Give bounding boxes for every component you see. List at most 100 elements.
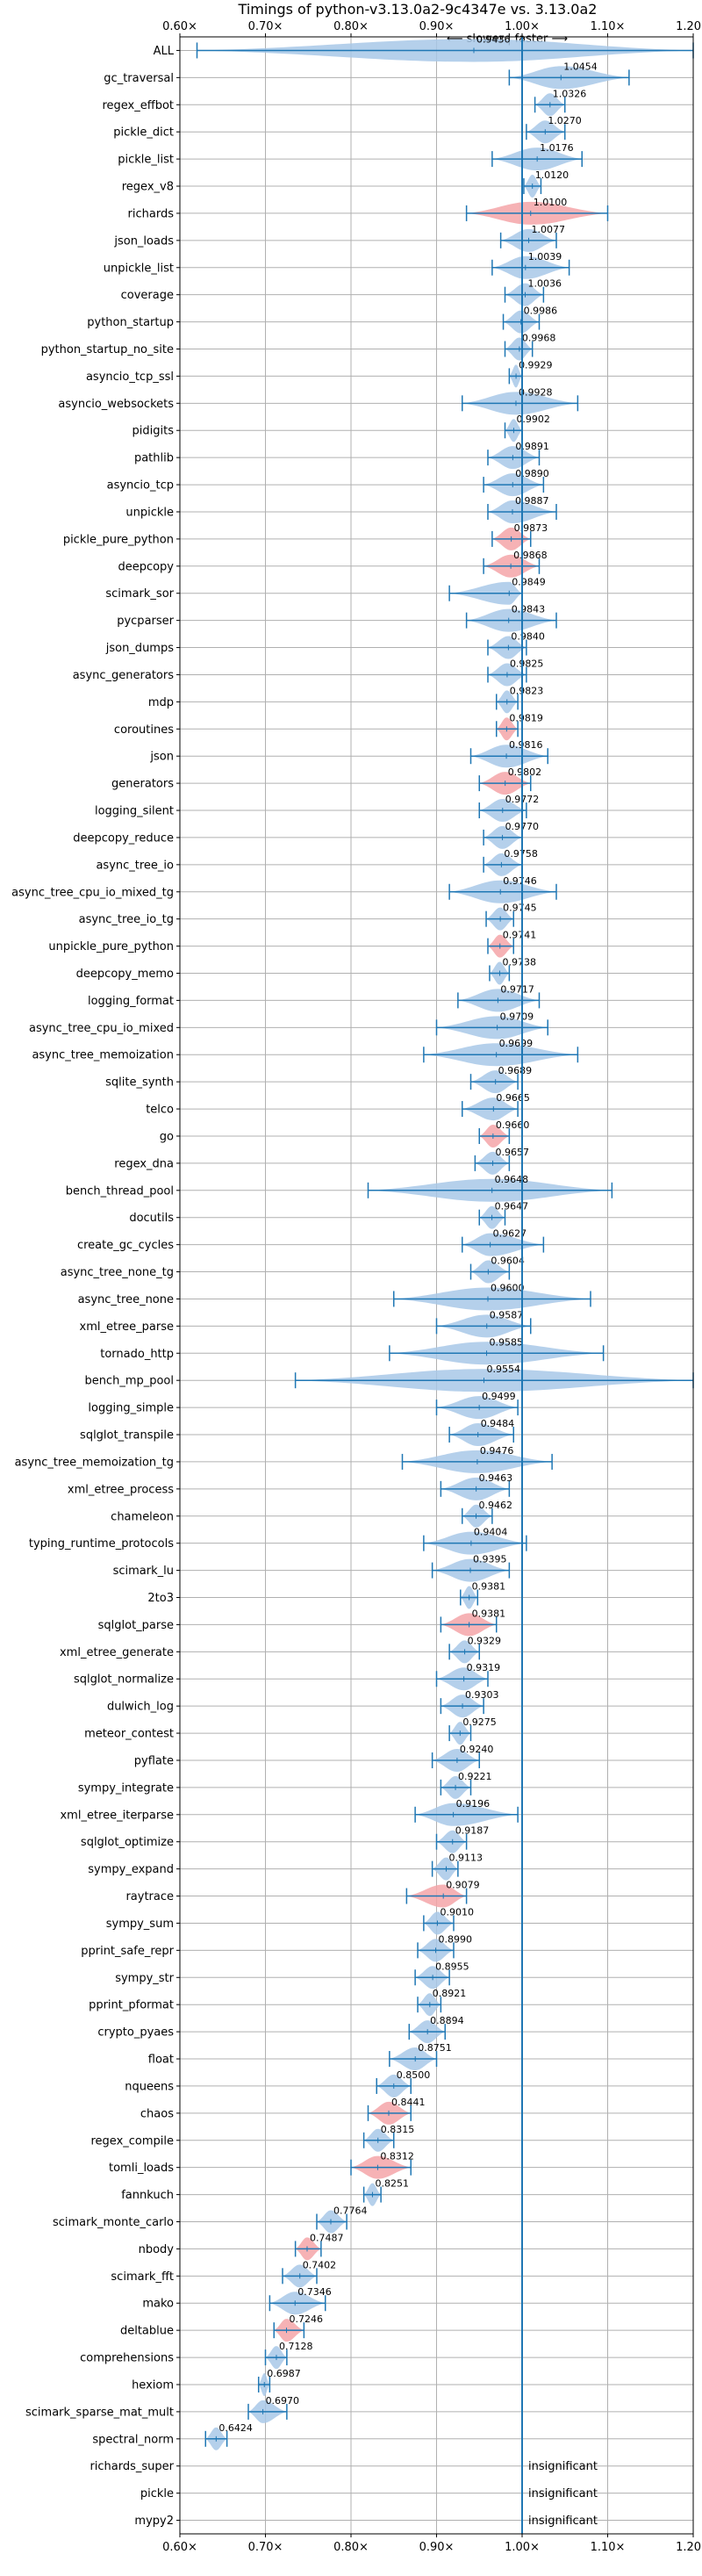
x-tick-label-top: 0.80× <box>333 20 369 33</box>
category-label: sqlglot_parse <box>98 1619 174 1632</box>
mean-value-label: 0.9823 <box>510 685 544 696</box>
mean-value-label: 1.0039 <box>528 251 562 263</box>
mean-value-label: 0.9319 <box>467 1662 501 1673</box>
category-label: bench_mp_pool <box>84 1375 174 1388</box>
category-label: float <box>148 2054 174 2067</box>
mean-value-label: 1.0120 <box>535 169 569 181</box>
mean-value-label: 0.9660 <box>496 1119 530 1131</box>
mean-value-label: 0.9891 <box>515 441 549 452</box>
category-label: spectral_norm <box>92 2433 174 2446</box>
x-tick-label-bottom: 0.60× <box>162 2541 197 2554</box>
mean-value-label: 0.9819 <box>509 712 543 723</box>
mean-value-label: 0.9849 <box>512 577 546 588</box>
mean-value-label: 0.6970 <box>266 2395 300 2407</box>
category-label: scimark_monte_carlo <box>53 2216 174 2229</box>
mean-value-label: 0.9758 <box>504 848 538 860</box>
category-label: xml_etree_parse <box>80 1320 174 1334</box>
category-label: create_gc_cycles <box>77 1239 174 1252</box>
grid <box>179 37 694 2534</box>
category-label: mdp <box>148 696 174 709</box>
category-label: regex_compile <box>90 2134 174 2148</box>
category-label: async_tree_none <box>78 1293 174 1306</box>
category-label: pickle_dict <box>113 126 174 140</box>
mean-value-label: 0.9240 <box>460 1744 494 1755</box>
mean-value-label: 0.9665 <box>496 1092 530 1104</box>
category-label: docutils <box>129 1212 174 1225</box>
x-tick-label-top: 0.90× <box>419 20 455 33</box>
x-tick-label-bottom: 1.20× <box>676 2541 702 2554</box>
mean-value-label: 0.9079 <box>446 1880 480 1891</box>
category-label: pprint_pformat <box>89 1999 174 2012</box>
mean-value-label: 1.0326 <box>553 88 587 99</box>
mean-value-label: 0.9329 <box>468 1635 502 1646</box>
category-label: logging_simple <box>88 1402 174 1415</box>
category-label: python_startup <box>87 316 174 329</box>
mean-value-label: 0.9840 <box>511 631 545 643</box>
mean-value-label: 0.9802 <box>508 766 542 778</box>
mean-value-label: 0.9928 <box>519 386 553 398</box>
mean-value-label: 0.9554 <box>487 1364 521 1375</box>
category-label: unpickle_list <box>104 262 174 275</box>
mean-value-label: 0.7246 <box>289 2313 323 2325</box>
category-label: mypy2 <box>134 2515 174 2528</box>
mean-value-label: 0.8441 <box>391 2097 426 2108</box>
mean-value-label: 0.9902 <box>516 414 550 425</box>
mean-value-label: 0.9585 <box>490 1336 524 1348</box>
mean-value-label: 0.9499 <box>482 1391 516 1402</box>
category-label: sympy_str <box>115 1972 174 1985</box>
category-label: tomli_loads <box>109 2162 174 2175</box>
mean-value-label: 0.9303 <box>465 1689 499 1701</box>
mean-value-label: 0.7128 <box>279 2341 313 2352</box>
category-label: sympy_expand <box>88 1863 174 1876</box>
category-label: unpickle <box>125 506 174 519</box>
category-label: async_tree_cpu_io_mixed_tg <box>11 886 174 899</box>
mean-value-label: 0.9476 <box>480 1445 514 1457</box>
category-label: hexiom <box>132 2378 174 2392</box>
category-label: sqlglot_optimize <box>81 1836 174 1849</box>
x-tick-label-bottom: 0.70× <box>248 2541 283 2554</box>
category-label: logging_silent <box>95 805 174 818</box>
x-tick-label-bottom: 1.00× <box>505 2541 540 2554</box>
mean-value-label: 1.0077 <box>532 224 566 235</box>
mean-value-label: 1.0176 <box>540 142 574 154</box>
category-label: fannkuch <box>121 2189 174 2202</box>
mean-value-label: 0.9873 <box>514 522 548 534</box>
mean-value-label: 0.8500 <box>397 2069 431 2081</box>
category-label: xml_etree_generate <box>60 1646 174 1659</box>
mean-value-label: 0.7346 <box>297 2286 332 2298</box>
mean-value-label: 0.9627 <box>493 1228 527 1240</box>
category-label: scimark_fft <box>111 2270 174 2284</box>
mean-value-label: 1.0454 <box>563 61 598 72</box>
category-label: asyncio_tcp_ssl <box>86 371 174 384</box>
mean-value-label: 0.8921 <box>433 1988 467 1999</box>
category-label: crypto_pyaes <box>97 2026 174 2040</box>
x-tick-label-bottom: 0.80× <box>333 2541 369 2554</box>
category-label: deepcopy_memo <box>76 968 174 981</box>
mean-value-label: 0.9647 <box>495 1201 529 1212</box>
category-label: chaos <box>140 2107 174 2120</box>
x-tick-label-top: 1.20× <box>676 20 702 33</box>
mean-value-label: 0.9196 <box>456 1798 491 1810</box>
axis-ticks: 0.60× 0.60× 0.70× 0.70× 0.80× 0.80× 0.90× 0.90×… <box>162 20 702 2554</box>
category-label: pyflate <box>134 1754 174 1767</box>
category-label: gc_traversal <box>104 72 174 85</box>
x-tick-label-bottom: 0.90× <box>419 2541 455 2554</box>
category-label: sympy_sum <box>106 1918 174 1931</box>
mean-value-label: 0.9868 <box>513 550 548 561</box>
mean-value-label: 1.0270 <box>548 115 582 126</box>
mean-value-label: 0.9010 <box>440 1906 473 1918</box>
category-label: nqueens <box>125 2080 174 2093</box>
category-label: scimark_lu <box>113 1565 174 1578</box>
category-label: sympy_integrate <box>78 1781 174 1795</box>
category-label: unpickle_pure_python <box>48 940 174 953</box>
category-label: mako <box>142 2298 174 2311</box>
category-label: coverage <box>121 289 174 302</box>
violin-marks: 0.9436 1.0454 1.0326 1.0270 1.0176 1.0120 1.01… <box>196 33 694 2534</box>
category-label: pidigits <box>133 425 175 438</box>
mean-value-label: 0.9657 <box>496 1147 530 1158</box>
category-label: comprehensions <box>80 2352 174 2365</box>
mean-value-label: 0.9463 <box>479 1472 513 1484</box>
mean-value-label: 0.9275 <box>462 1716 497 1728</box>
mean-value-label: 0.9187 <box>455 1825 490 1837</box>
mean-value-label: 0.9986 <box>524 306 558 317</box>
